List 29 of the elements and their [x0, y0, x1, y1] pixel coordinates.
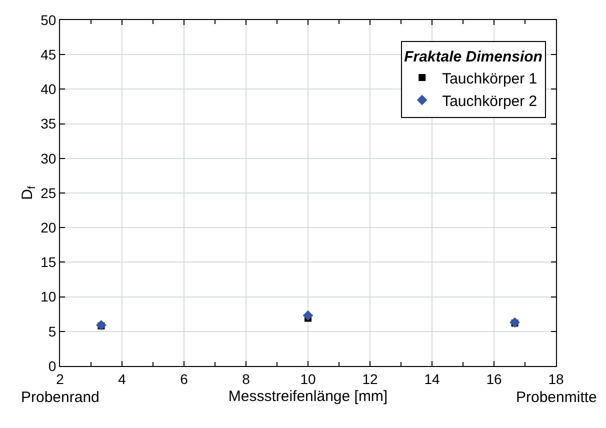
x-tick-label: 2: [56, 370, 64, 387]
x-tick-label: 8: [242, 370, 250, 387]
legend-label: Tauchkörper 2: [442, 92, 538, 110]
y-tick-label: 40: [40, 81, 56, 98]
x-tick-label: 6: [180, 370, 188, 387]
text: Probenmitte: [516, 389, 597, 406]
legend-title: Fraktale Dimension: [404, 48, 542, 66]
y-tick-label: 35: [40, 116, 56, 132]
y-tick-label: 50: [40, 12, 56, 28]
x-tick-label: 4: [118, 370, 126, 387]
point: [96, 320, 106, 330]
text: Probenrand: [21, 389, 100, 406]
x-axis-title: Messstreifenlänge [mm]: [228, 388, 388, 405]
point: [510, 317, 520, 328]
y-tick-label: 30: [40, 150, 56, 166]
y-tick-label: 5: [48, 323, 56, 340]
point: [302, 310, 314, 321]
y-tick-label: 25: [40, 184, 56, 201]
y-tick-label: 45: [40, 46, 56, 62]
y-tick-label: 20: [40, 220, 56, 236]
y-tick-label: 10: [40, 288, 56, 305]
x-tick-label: 12: [362, 370, 378, 387]
x-tick-label: 18: [548, 370, 564, 387]
x-tick-label: 16: [486, 370, 502, 387]
y-tick-label: 15: [40, 254, 56, 270]
x-tick-label: 10: [300, 370, 316, 387]
x-tick-label: 14: [424, 370, 440, 387]
legend-label: Tauchkörper 1: [442, 70, 538, 88]
y-tick-label: 0: [48, 358, 56, 374]
